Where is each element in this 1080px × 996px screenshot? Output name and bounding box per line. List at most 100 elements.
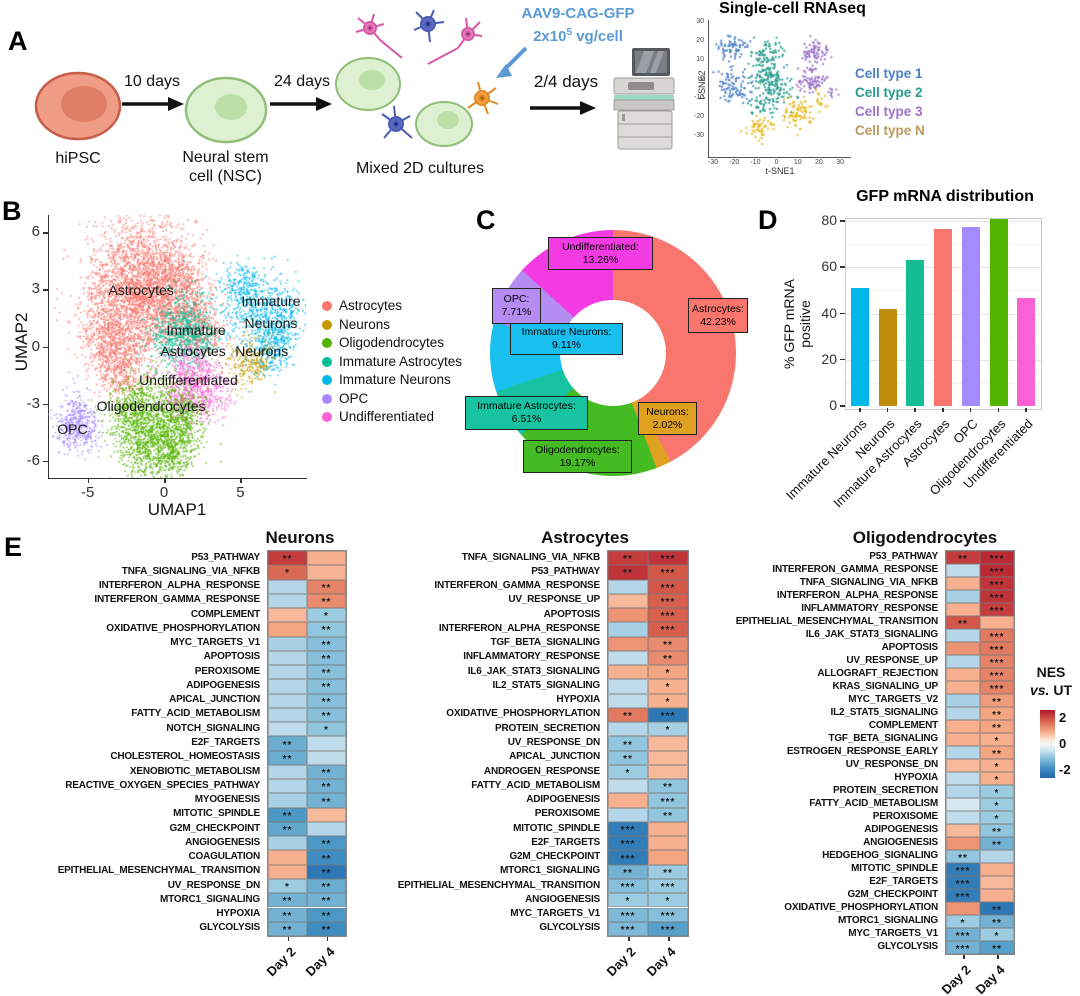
- donut-slice-pct: 2.02%: [652, 418, 683, 431]
- bar-x-tick-mark: [942, 408, 944, 412]
- heatmap-cell: [268, 650, 307, 666]
- heatmap-row-label: APOPTOSIS: [203, 651, 261, 663]
- heatmap-row-label: COMPLEMENT: [868, 720, 938, 731]
- heatmap-cell: [268, 679, 307, 694]
- significance-stars: *: [665, 896, 671, 908]
- heatmap-cell: ***: [946, 941, 980, 954]
- significance-stars: *: [960, 917, 966, 929]
- panel-c-donut: C Astrocytes: 42.23% Neurons: 2.02% Oligoden…: [460, 203, 765, 503]
- heatmap-row-label: PEROXISOME: [872, 811, 938, 822]
- nsc-label: Neural stem cell (NSC): [158, 148, 293, 186]
- bar-opc: [961, 226, 980, 406]
- heatmap-cell: *: [608, 893, 648, 908]
- heatmap-row-label: ALLOGRAFT_REJECTION: [817, 668, 938, 679]
- heatmap-row-label: ANGIOGENESIS: [525, 893, 600, 905]
- heatmap-row-label: INFLAMMATORY_RESPONSE: [463, 651, 600, 663]
- heatmap-row-label: ESTROGEN_RESPONSE_EARLY: [786, 746, 938, 757]
- heatmap-row-label: INTERFERON_ALPHA_RESPONSE: [776, 590, 938, 601]
- significance-stars: **: [282, 896, 293, 908]
- significance-stars: ***: [660, 554, 676, 566]
- heatmap-row-label: REACTIVE_OXYGEN_SPECIES_PATHWAY: [65, 779, 260, 791]
- arrow3-icon: [530, 101, 596, 115]
- heatmap-cell: ***: [648, 565, 688, 580]
- panel-b-letter: B: [2, 196, 22, 226]
- significance-stars: **: [623, 568, 633, 580]
- heatmap-cell: **: [608, 864, 648, 879]
- significance-stars: ***: [989, 592, 1005, 604]
- tsne-y-tick-label: -30: [693, 131, 704, 139]
- significance-stars: **: [663, 653, 673, 665]
- significance-stars: **: [623, 867, 633, 879]
- significance-stars: **: [992, 943, 1002, 955]
- heatmap-cell: [268, 764, 307, 780]
- significance-stars: ***: [620, 882, 636, 894]
- significance-stars: **: [321, 768, 332, 780]
- umap-y-tick-label: 3: [31, 280, 40, 298]
- umap-x-tick-label: 0: [159, 484, 169, 501]
- bar-x-tick-mark: [914, 408, 916, 412]
- heatmap-title-oligodendrocytes: Oligodendrocytes: [852, 528, 998, 547]
- significance-stars: ***: [955, 865, 971, 877]
- heatmap-cell: **: [268, 821, 307, 837]
- heatmap-cell: ***: [946, 928, 980, 941]
- significance-stars: ***: [989, 670, 1005, 682]
- heatmap-row-label: P53_PATHWAY: [531, 565, 600, 577]
- arrow2-icon: [270, 97, 332, 111]
- heatmap-cell: ***: [980, 655, 1014, 668]
- heatmap-cell: [648, 821, 688, 837]
- nes-tick-label: 2: [1059, 709, 1067, 725]
- significance-stars: **: [321, 853, 332, 865]
- heatmap-row-label: E2F_TARGETS: [531, 836, 600, 848]
- heatmap-cell: [608, 793, 648, 808]
- heatmap-cell: [268, 836, 307, 851]
- heatmap-row-label: MYC_TARGETS_V2: [848, 694, 938, 705]
- hipsc-label: hiPSC: [55, 150, 101, 167]
- umap-legend-item: Immature Astrocytes: [322, 354, 462, 372]
- heatmap-cell: **: [946, 850, 980, 863]
- heatmap-cell: [946, 902, 980, 915]
- heatmap-cell: [268, 665, 307, 680]
- significance-stars: ***: [660, 924, 676, 936]
- heatmap-cell: **: [980, 707, 1014, 720]
- significance-stars: **: [663, 782, 673, 794]
- heatmap-cell: [648, 750, 688, 765]
- heatmap-col-tick: [628, 937, 630, 942]
- heatmap-row-label: INTERFERON_GAMMA_RESPONSE: [94, 594, 260, 606]
- heatmap-cell: [648, 836, 688, 851]
- heatmap-cell: **: [307, 893, 346, 908]
- heatmap-row-label: PEROXISOME: [534, 808, 600, 820]
- bar-y-tick-mark: [840, 405, 845, 407]
- donut-slice-name: OPC:: [503, 293, 530, 305]
- heatmap-cell: **: [608, 551, 648, 566]
- significance-stars: **: [623, 710, 633, 722]
- heatmap-row-label: XENOBIOTIC_METABOLISM: [129, 765, 260, 777]
- umap-legend-label: Undifferentiated: [339, 409, 435, 424]
- heatmap-cell: ***: [648, 551, 688, 566]
- heatmap-cell: *: [648, 665, 688, 680]
- significance-stars: **: [321, 668, 332, 680]
- heatmap-cell: [946, 564, 980, 577]
- significance-stars: *: [665, 668, 671, 680]
- tsne-x-tick-label: -20: [729, 159, 740, 166]
- heatmap-row-label: HYPOXIA: [556, 694, 600, 706]
- heatmap-row-label: APICAL_JUNCTION: [169, 694, 260, 706]
- arrow2-label: 24 days: [273, 73, 331, 90]
- heatmap-row-label: INFLAMMATORY_RESPONSE: [801, 603, 938, 614]
- heatmap-cell: **: [268, 921, 307, 936]
- heatmap-row-label: TNFA_SIGNALING_VIA_NFKB: [799, 577, 938, 588]
- significance-stars: ***: [660, 596, 676, 608]
- significance-stars: ***: [620, 924, 636, 936]
- heatmap-cell: ***: [980, 564, 1014, 577]
- significance-stars: **: [992, 917, 1002, 929]
- heatmap-row-label: UV_RESPONSE_DN: [507, 737, 600, 748]
- umap-y-tick-mark: [43, 403, 48, 406]
- aav-line1: AAV9-CAG-GFP: [521, 5, 635, 22]
- heatmap-col-tick: [963, 955, 965, 959]
- significance-stars: **: [282, 739, 293, 751]
- tsne-legend-item: Cell type 1: [855, 66, 923, 81]
- arrow1-label: 10 days: [123, 73, 181, 90]
- umap-legend-item: Immature Neurons: [322, 372, 451, 390]
- heatmap-row-label: UV_RESPONSE_UP: [508, 594, 600, 606]
- heatmap-row-label: E2F_TARGETS: [191, 737, 260, 748]
- umap-y-tick-mark: [43, 289, 48, 291]
